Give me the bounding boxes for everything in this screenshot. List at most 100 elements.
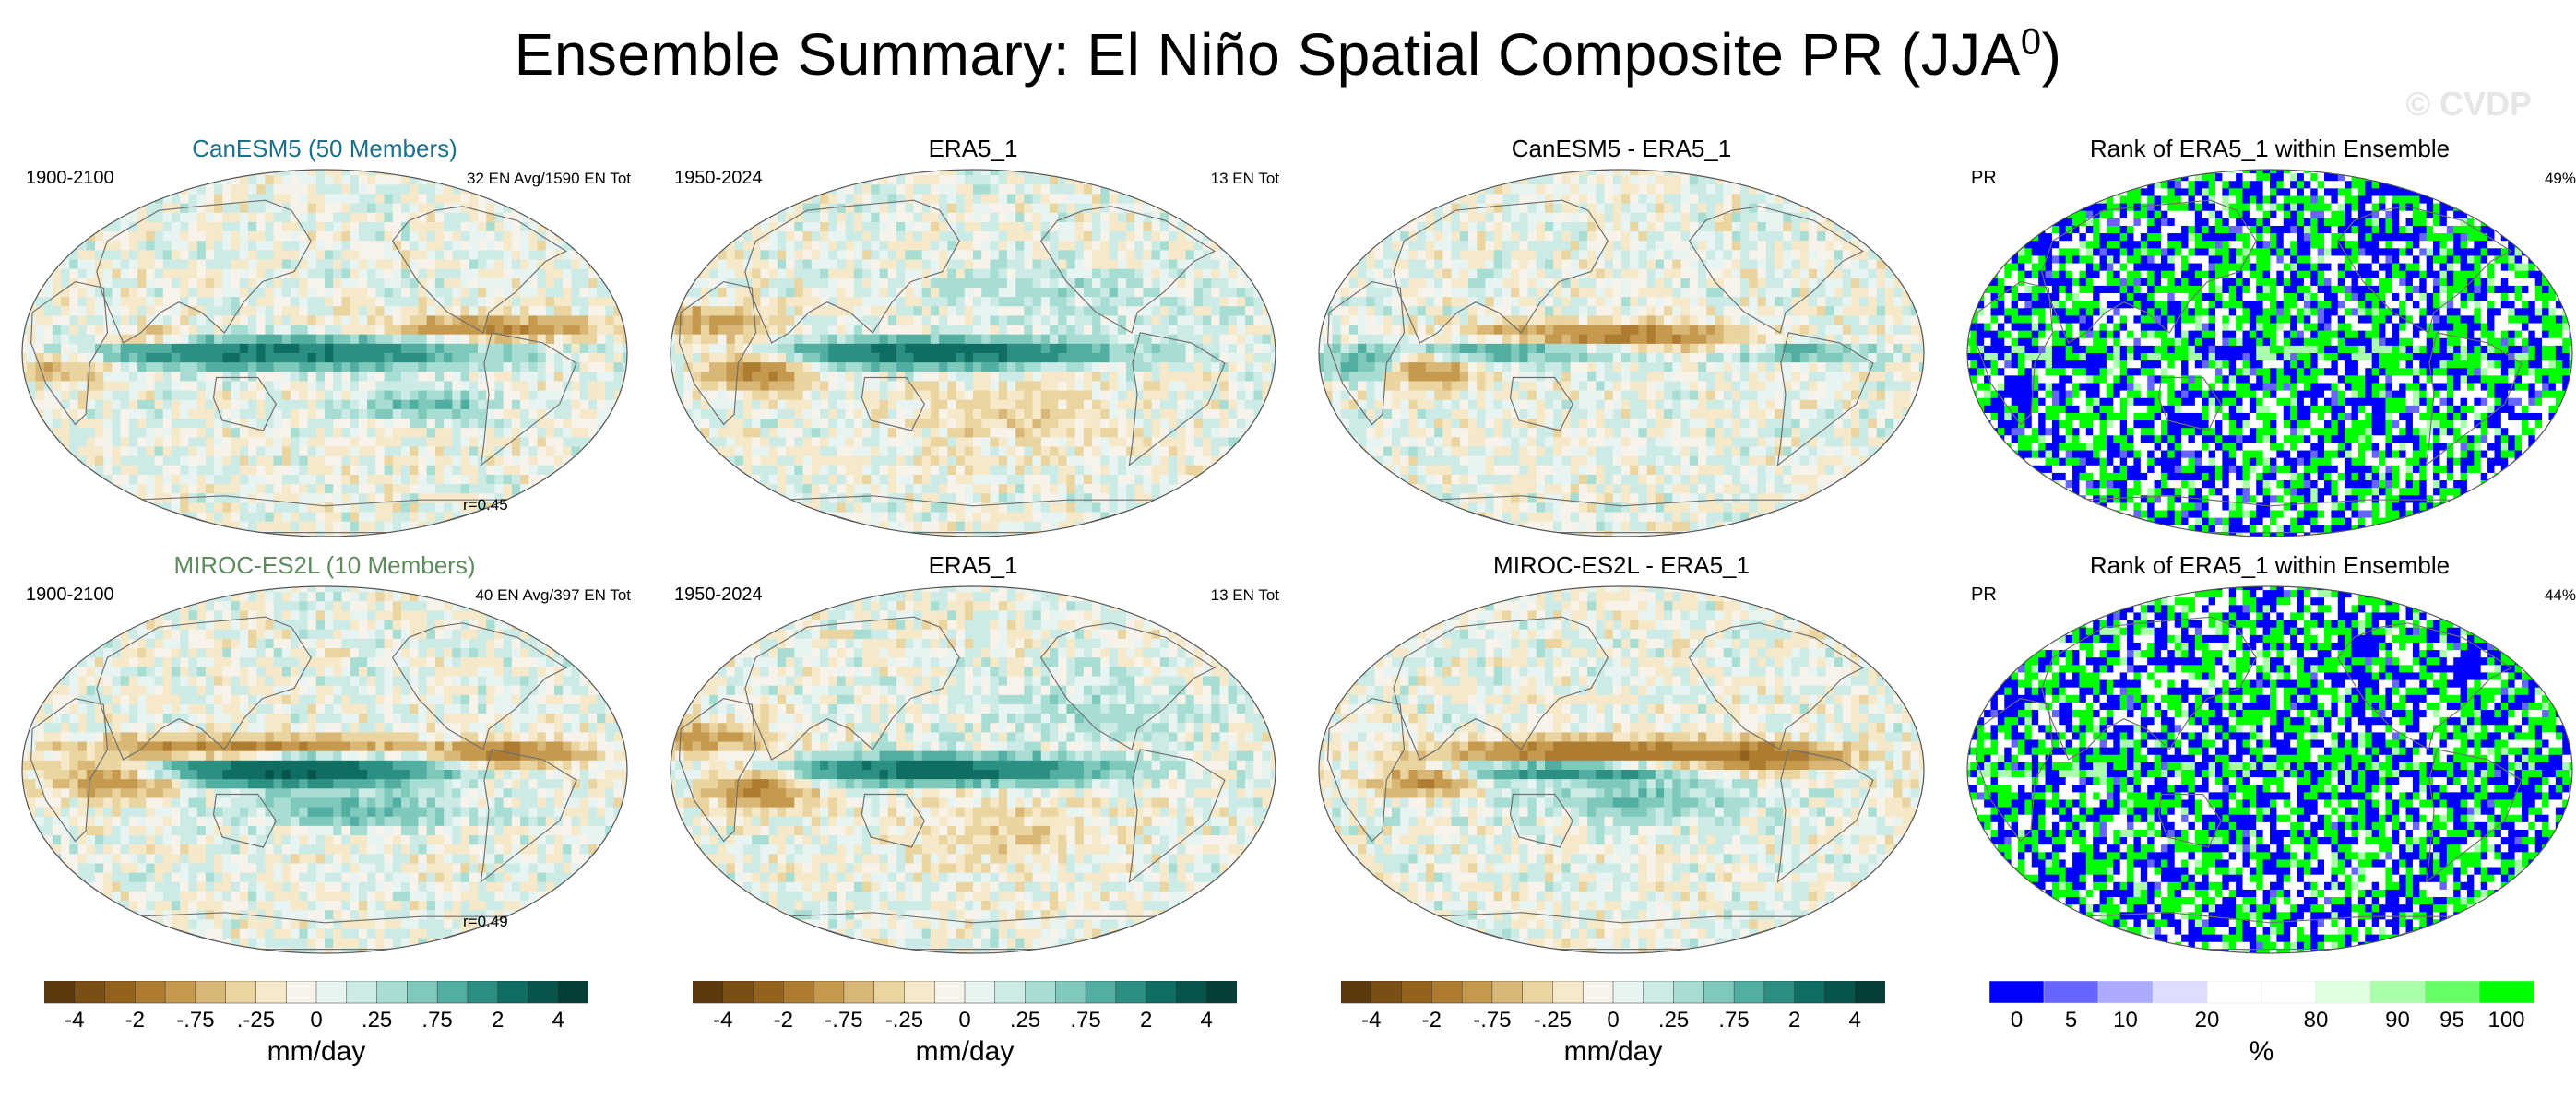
map-cell bbox=[43, 474, 53, 485]
map-cell bbox=[752, 212, 762, 223]
map-cell bbox=[401, 399, 410, 410]
map-cell bbox=[112, 437, 122, 448]
map-cell bbox=[709, 353, 718, 363]
map-cell bbox=[392, 390, 402, 401]
map-cell bbox=[1126, 259, 1135, 270]
map-cell bbox=[990, 343, 1000, 354]
map-cell bbox=[392, 381, 402, 392]
map-cell bbox=[358, 419, 368, 429]
map-cell bbox=[35, 512, 45, 523]
map-cell bbox=[520, 437, 529, 448]
map-cell bbox=[1015, 278, 1025, 289]
map-cell bbox=[597, 175, 606, 185]
map-cell bbox=[563, 372, 573, 383]
map-cell bbox=[837, 268, 847, 279]
map-cell bbox=[913, 353, 923, 363]
map-cell bbox=[734, 221, 744, 232]
map-cell bbox=[367, 278, 376, 289]
map-cell bbox=[469, 287, 479, 298]
map-cell bbox=[350, 493, 360, 503]
map-cell bbox=[214, 408, 223, 419]
map-cell bbox=[760, 203, 770, 214]
map-cell bbox=[214, 437, 223, 448]
map-cell bbox=[418, 419, 428, 429]
map-cell bbox=[231, 315, 241, 326]
map-cell bbox=[452, 362, 462, 372]
map-cell bbox=[964, 221, 974, 232]
map-cell bbox=[1159, 250, 1169, 261]
map-cell bbox=[86, 399, 96, 410]
map-cell bbox=[862, 381, 872, 392]
map-cell bbox=[426, 315, 436, 326]
map-cell bbox=[299, 194, 309, 205]
map-cell bbox=[494, 343, 505, 354]
map-cell bbox=[545, 287, 555, 298]
map-cell bbox=[1143, 250, 1153, 261]
map-cell bbox=[128, 287, 138, 298]
map-cell bbox=[469, 428, 479, 438]
map-cell bbox=[205, 530, 215, 537]
map-cell bbox=[86, 184, 96, 195]
map-cell bbox=[563, 390, 573, 401]
map-cell bbox=[820, 250, 829, 261]
map-cell bbox=[103, 390, 113, 401]
map-cell bbox=[597, 437, 606, 448]
map-cell bbox=[520, 521, 529, 532]
map-cell bbox=[256, 502, 267, 514]
map-cell bbox=[1143, 408, 1153, 419]
map-cell bbox=[896, 203, 906, 214]
map-cell bbox=[752, 259, 762, 270]
map-cell bbox=[86, 297, 96, 307]
map-cell bbox=[794, 325, 804, 336]
map-cell bbox=[588, 399, 598, 410]
map-cell bbox=[683, 241, 694, 251]
map-cell bbox=[964, 259, 974, 270]
map-cell bbox=[597, 502, 606, 514]
map-cell bbox=[367, 194, 376, 205]
map-cell bbox=[768, 372, 778, 383]
map-cell bbox=[1262, 221, 1272, 232]
map-cell bbox=[692, 278, 702, 289]
map-cell bbox=[571, 408, 581, 419]
map-cell bbox=[622, 334, 627, 345]
map-cell bbox=[571, 512, 581, 523]
map-cell bbox=[981, 390, 991, 401]
map-cell bbox=[341, 315, 351, 326]
map-cell bbox=[947, 287, 957, 298]
map-cell bbox=[325, 268, 334, 279]
map-cell bbox=[828, 399, 838, 410]
map-cell bbox=[622, 399, 627, 410]
map-cell bbox=[777, 390, 787, 401]
map-cell bbox=[172, 408, 181, 419]
map-cell bbox=[69, 484, 79, 494]
map-cell bbox=[22, 446, 28, 457]
map-cell bbox=[811, 170, 821, 176]
map-cell bbox=[103, 175, 113, 185]
map-cell bbox=[27, 446, 37, 457]
map-cell bbox=[537, 325, 547, 336]
map-cell bbox=[154, 353, 164, 363]
map-cell bbox=[222, 455, 232, 466]
map-cell bbox=[709, 278, 718, 289]
map-cell bbox=[350, 268, 360, 279]
map-cell bbox=[981, 287, 991, 298]
map-cell bbox=[1092, 241, 1101, 251]
map-cell bbox=[137, 372, 147, 383]
map-cell bbox=[905, 306, 915, 316]
map-cell bbox=[777, 203, 787, 214]
map-cell bbox=[154, 297, 164, 307]
map-cell bbox=[794, 408, 804, 419]
map-cell bbox=[325, 381, 334, 392]
map-cell bbox=[571, 175, 581, 185]
map-cell bbox=[1126, 353, 1135, 363]
map-cell bbox=[1134, 170, 1145, 176]
map-cell bbox=[845, 184, 855, 195]
map-cell bbox=[325, 455, 334, 466]
map-cell bbox=[188, 334, 198, 345]
map-cell bbox=[205, 287, 215, 298]
map-cell bbox=[162, 170, 172, 176]
map-cell bbox=[231, 512, 241, 523]
map-cell bbox=[460, 502, 470, 514]
map-cell bbox=[27, 203, 37, 214]
map-cell bbox=[537, 343, 547, 354]
